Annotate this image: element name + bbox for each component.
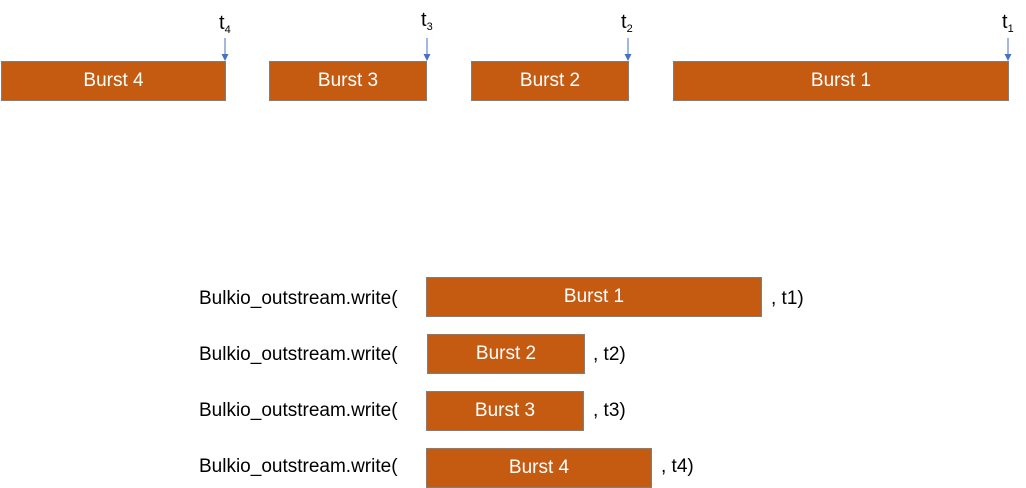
time-marker-base: t: [1002, 11, 1008, 33]
write-arg-1: , t1): [771, 288, 804, 309]
marker-arrow-head-t4: [221, 54, 229, 61]
write-arg-4: , t4): [661, 456, 694, 477]
time-marker-sub: 2: [626, 23, 633, 35]
marker-arrow-head-t2: [624, 54, 632, 61]
timeline-burst-4: Burst 4: [1, 61, 226, 101]
time-marker-base: t: [421, 9, 427, 31]
write-call-4: Bulkio_outstream.write(: [199, 456, 398, 477]
write-arg-3: , t3): [593, 400, 626, 421]
marker-arrow-head-t1: [1004, 54, 1012, 61]
write-call-1: Bulkio_outstream.write(: [199, 288, 398, 309]
time-marker-sub: 1: [1007, 23, 1014, 35]
time-marker-sub: 4: [224, 24, 231, 36]
write-call-3: Bulkio_outstream.write(: [199, 400, 398, 421]
write-burst-1: Burst 1: [426, 277, 762, 317]
time-marker-base: t: [219, 12, 225, 34]
time-marker-base: t: [621, 11, 627, 33]
marker-arrow-head-t3: [423, 54, 431, 61]
time-marker-t2: t2: [621, 11, 633, 35]
write-burst-3: Burst 3: [426, 391, 584, 431]
time-marker-t1: t1: [1002, 11, 1014, 35]
time-marker-t4: t4: [219, 12, 231, 36]
write-burst-4: Burst 4: [426, 448, 652, 488]
write-call-2: Bulkio_outstream.write(: [199, 344, 398, 365]
timeline-burst-1: Burst 1: [673, 61, 1009, 101]
write-burst-2: Burst 2: [427, 334, 585, 374]
write-arg-2: , t2): [593, 344, 626, 365]
time-marker-t3: t3: [421, 9, 433, 33]
timeline-burst-2: Burst 2: [471, 61, 629, 101]
timeline-burst-3: Burst 3: [269, 61, 427, 101]
time-marker-sub: 3: [426, 21, 433, 33]
